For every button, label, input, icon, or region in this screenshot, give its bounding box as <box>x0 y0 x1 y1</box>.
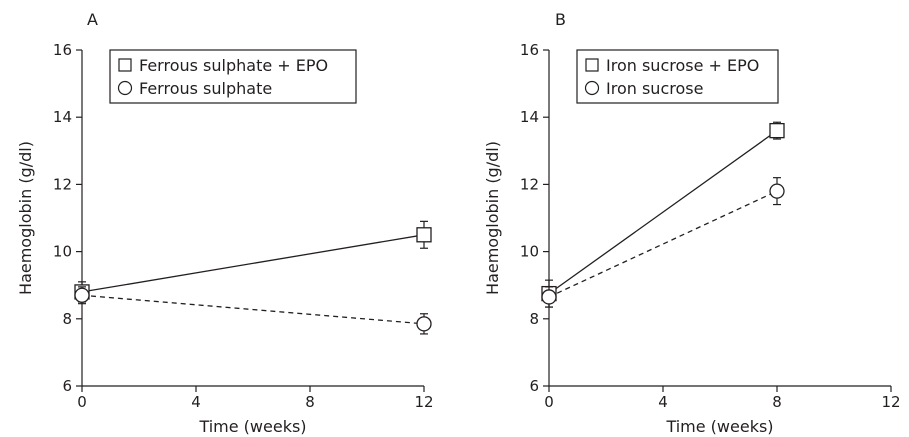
x-tick-label: 12 <box>414 393 433 411</box>
x-axis-title: Time (weeks) <box>665 417 773 436</box>
data-point-circle <box>416 316 432 332</box>
chart-panel-b: 6 8 10 12 14 16 0 4 8 12 Time (weeks) Haemoglobin (… <box>483 10 901 436</box>
y-tick-label: 10 <box>53 243 72 261</box>
y-tick-label: 12 <box>520 175 539 193</box>
y-tick-label: 14 <box>53 108 72 126</box>
y-tick-label: 16 <box>53 41 72 59</box>
data-point-square <box>416 227 432 243</box>
series-line <box>81 234 425 293</box>
series-line <box>548 190 778 298</box>
panel-label: B <box>555 10 566 29</box>
y-axis-title: Haemoglobin (g/dl) <box>483 141 502 295</box>
x-axis-title: Time (weeks) <box>198 417 306 436</box>
data-point-square <box>769 122 785 139</box>
x-tick-label: 8 <box>305 393 315 411</box>
series-circle <box>541 177 785 308</box>
legend: Iron sucrose + EPO Iron sucrose <box>576 49 779 104</box>
x-tick-label: 12 <box>881 393 900 411</box>
y-tick-label: 8 <box>62 310 72 328</box>
series-square <box>541 121 785 308</box>
data-point-circle <box>541 289 557 305</box>
legend-circle-icon <box>117 80 133 96</box>
series-line <box>81 294 425 325</box>
y-tick-label: 10 <box>520 243 539 261</box>
legend-entry: Ferrous sulphate <box>139 79 272 98</box>
legend: Ferrous sulphate + EPO Ferrous sulphate <box>109 49 357 104</box>
legend-box <box>109 49 357 104</box>
y-axis-title: Haemoglobin (g/dl) <box>16 141 35 295</box>
chart-panel-a: 6 8 10 12 14 16 0 4 8 12 Time (weeks) Haemoglobin (… <box>16 10 434 436</box>
legend-circle-icon <box>584 80 600 96</box>
series-square <box>74 220 432 303</box>
y-tick-label: 16 <box>520 41 539 59</box>
legend-entry: Iron sucrose + EPO <box>606 56 759 75</box>
legend-entry: Ferrous sulphate + EPO <box>139 56 328 75</box>
legend-square-icon <box>118 58 132 72</box>
x-tick-label: 0 <box>544 393 554 411</box>
x-tick-label: 4 <box>658 393 668 411</box>
y-tick-label: 12 <box>53 175 72 193</box>
data-point-circle <box>74 287 90 303</box>
panel-label: A <box>87 10 98 29</box>
x-tick-label: 8 <box>772 393 782 411</box>
x-tick-label: 4 <box>191 393 201 411</box>
y-tick-label: 6 <box>62 377 72 395</box>
legend-square-icon <box>585 58 599 72</box>
legend-entry: Iron sucrose <box>606 79 703 98</box>
y-tick-label: 8 <box>529 310 539 328</box>
y-tick-label: 14 <box>520 108 539 126</box>
data-point-circle <box>769 183 785 199</box>
y-tick-label: 6 <box>529 377 539 395</box>
series-line <box>548 130 778 295</box>
series-circle <box>74 286 432 335</box>
x-tick-label: 0 <box>77 393 87 411</box>
legend-box <box>576 49 779 104</box>
